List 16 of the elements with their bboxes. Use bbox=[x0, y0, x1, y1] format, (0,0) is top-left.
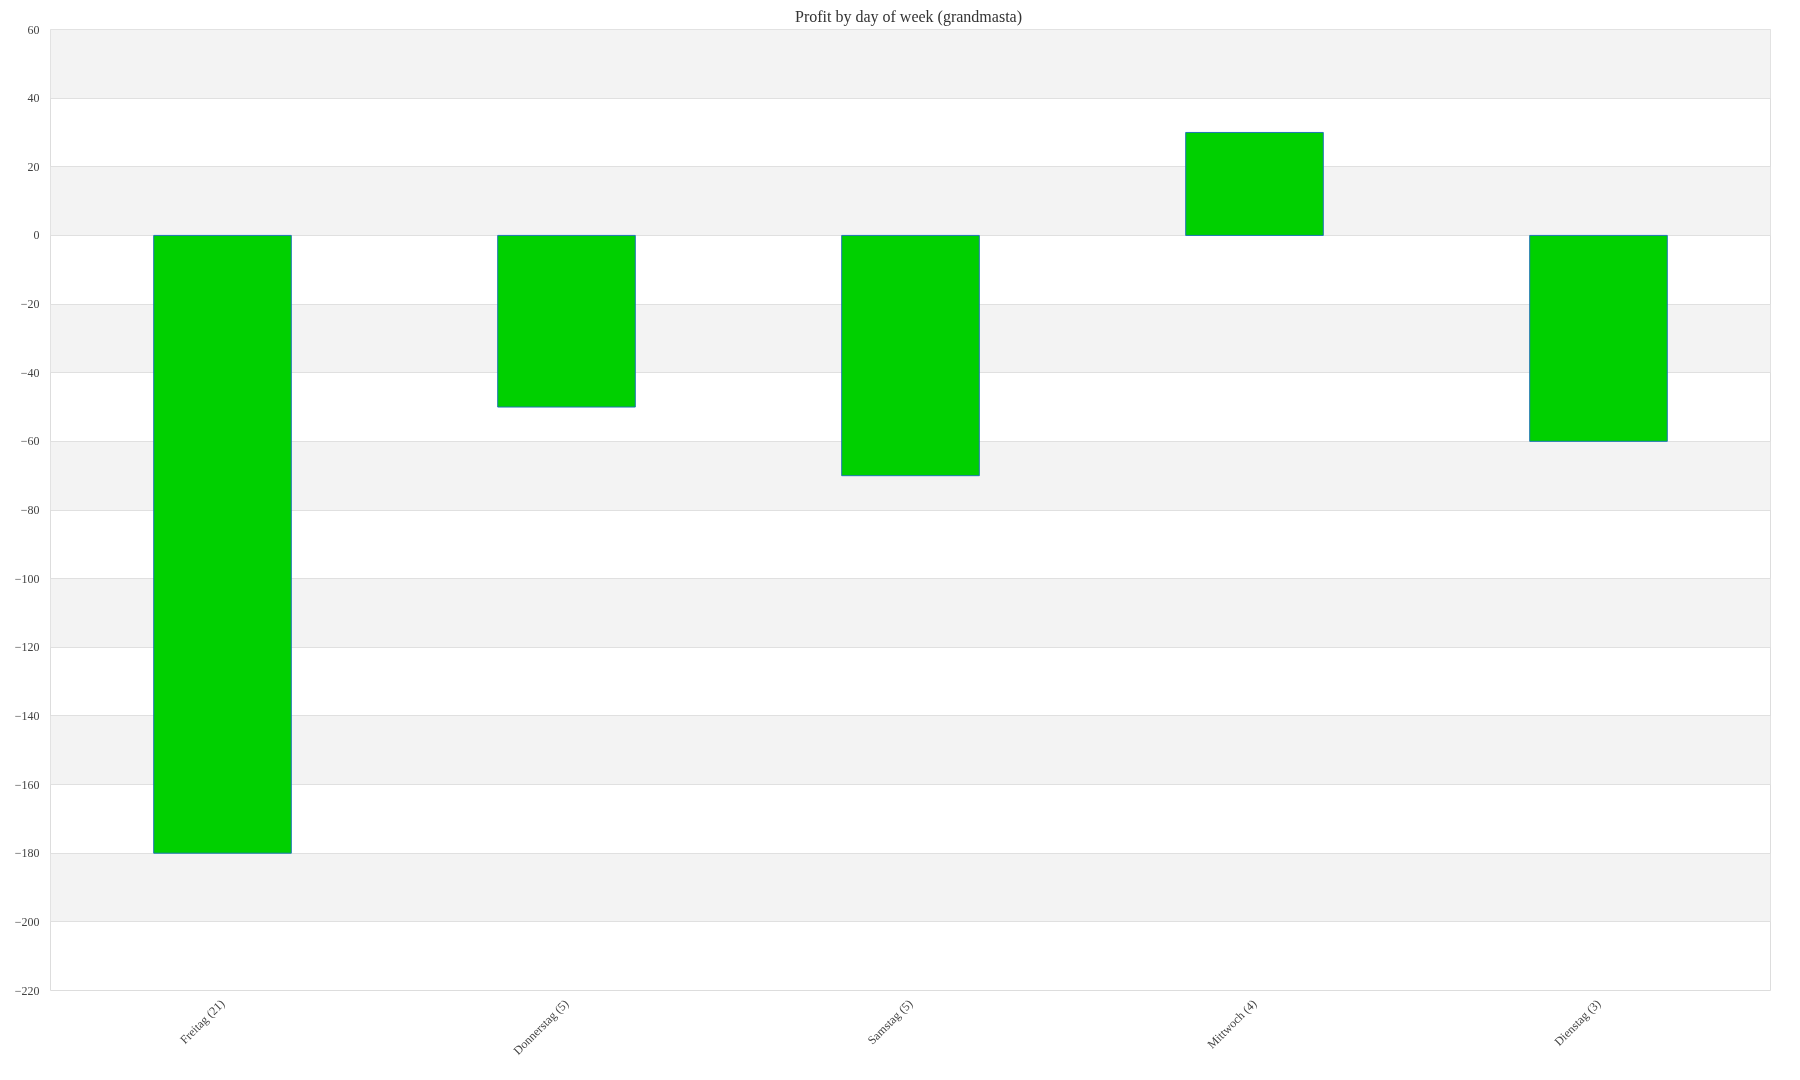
y-tick-label: −20 bbox=[20, 297, 40, 312]
y-tick-label: 0 bbox=[33, 228, 40, 243]
y-tick-label: −160 bbox=[14, 777, 40, 792]
y-tick-label: −180 bbox=[14, 846, 40, 861]
y-tick-label: −80 bbox=[20, 503, 40, 517]
y-tick-label: −120 bbox=[14, 640, 40, 655]
y-tick-label: 20 bbox=[27, 159, 40, 174]
y-tick-label: −140 bbox=[14, 708, 40, 723]
y-tick-label: 60 bbox=[27, 22, 40, 37]
y-tick-label: 40 bbox=[27, 91, 40, 106]
y-tick-label: −100 bbox=[14, 571, 40, 586]
chart-title: Profit by day of week (grandmasta) bbox=[794, 7, 1023, 26]
y-tick-label: −40 bbox=[20, 365, 40, 380]
y-tick-label: −220 bbox=[14, 983, 40, 998]
y-tick-label: −200 bbox=[14, 914, 40, 929]
y-tick-label: −60 bbox=[20, 434, 40, 449]
